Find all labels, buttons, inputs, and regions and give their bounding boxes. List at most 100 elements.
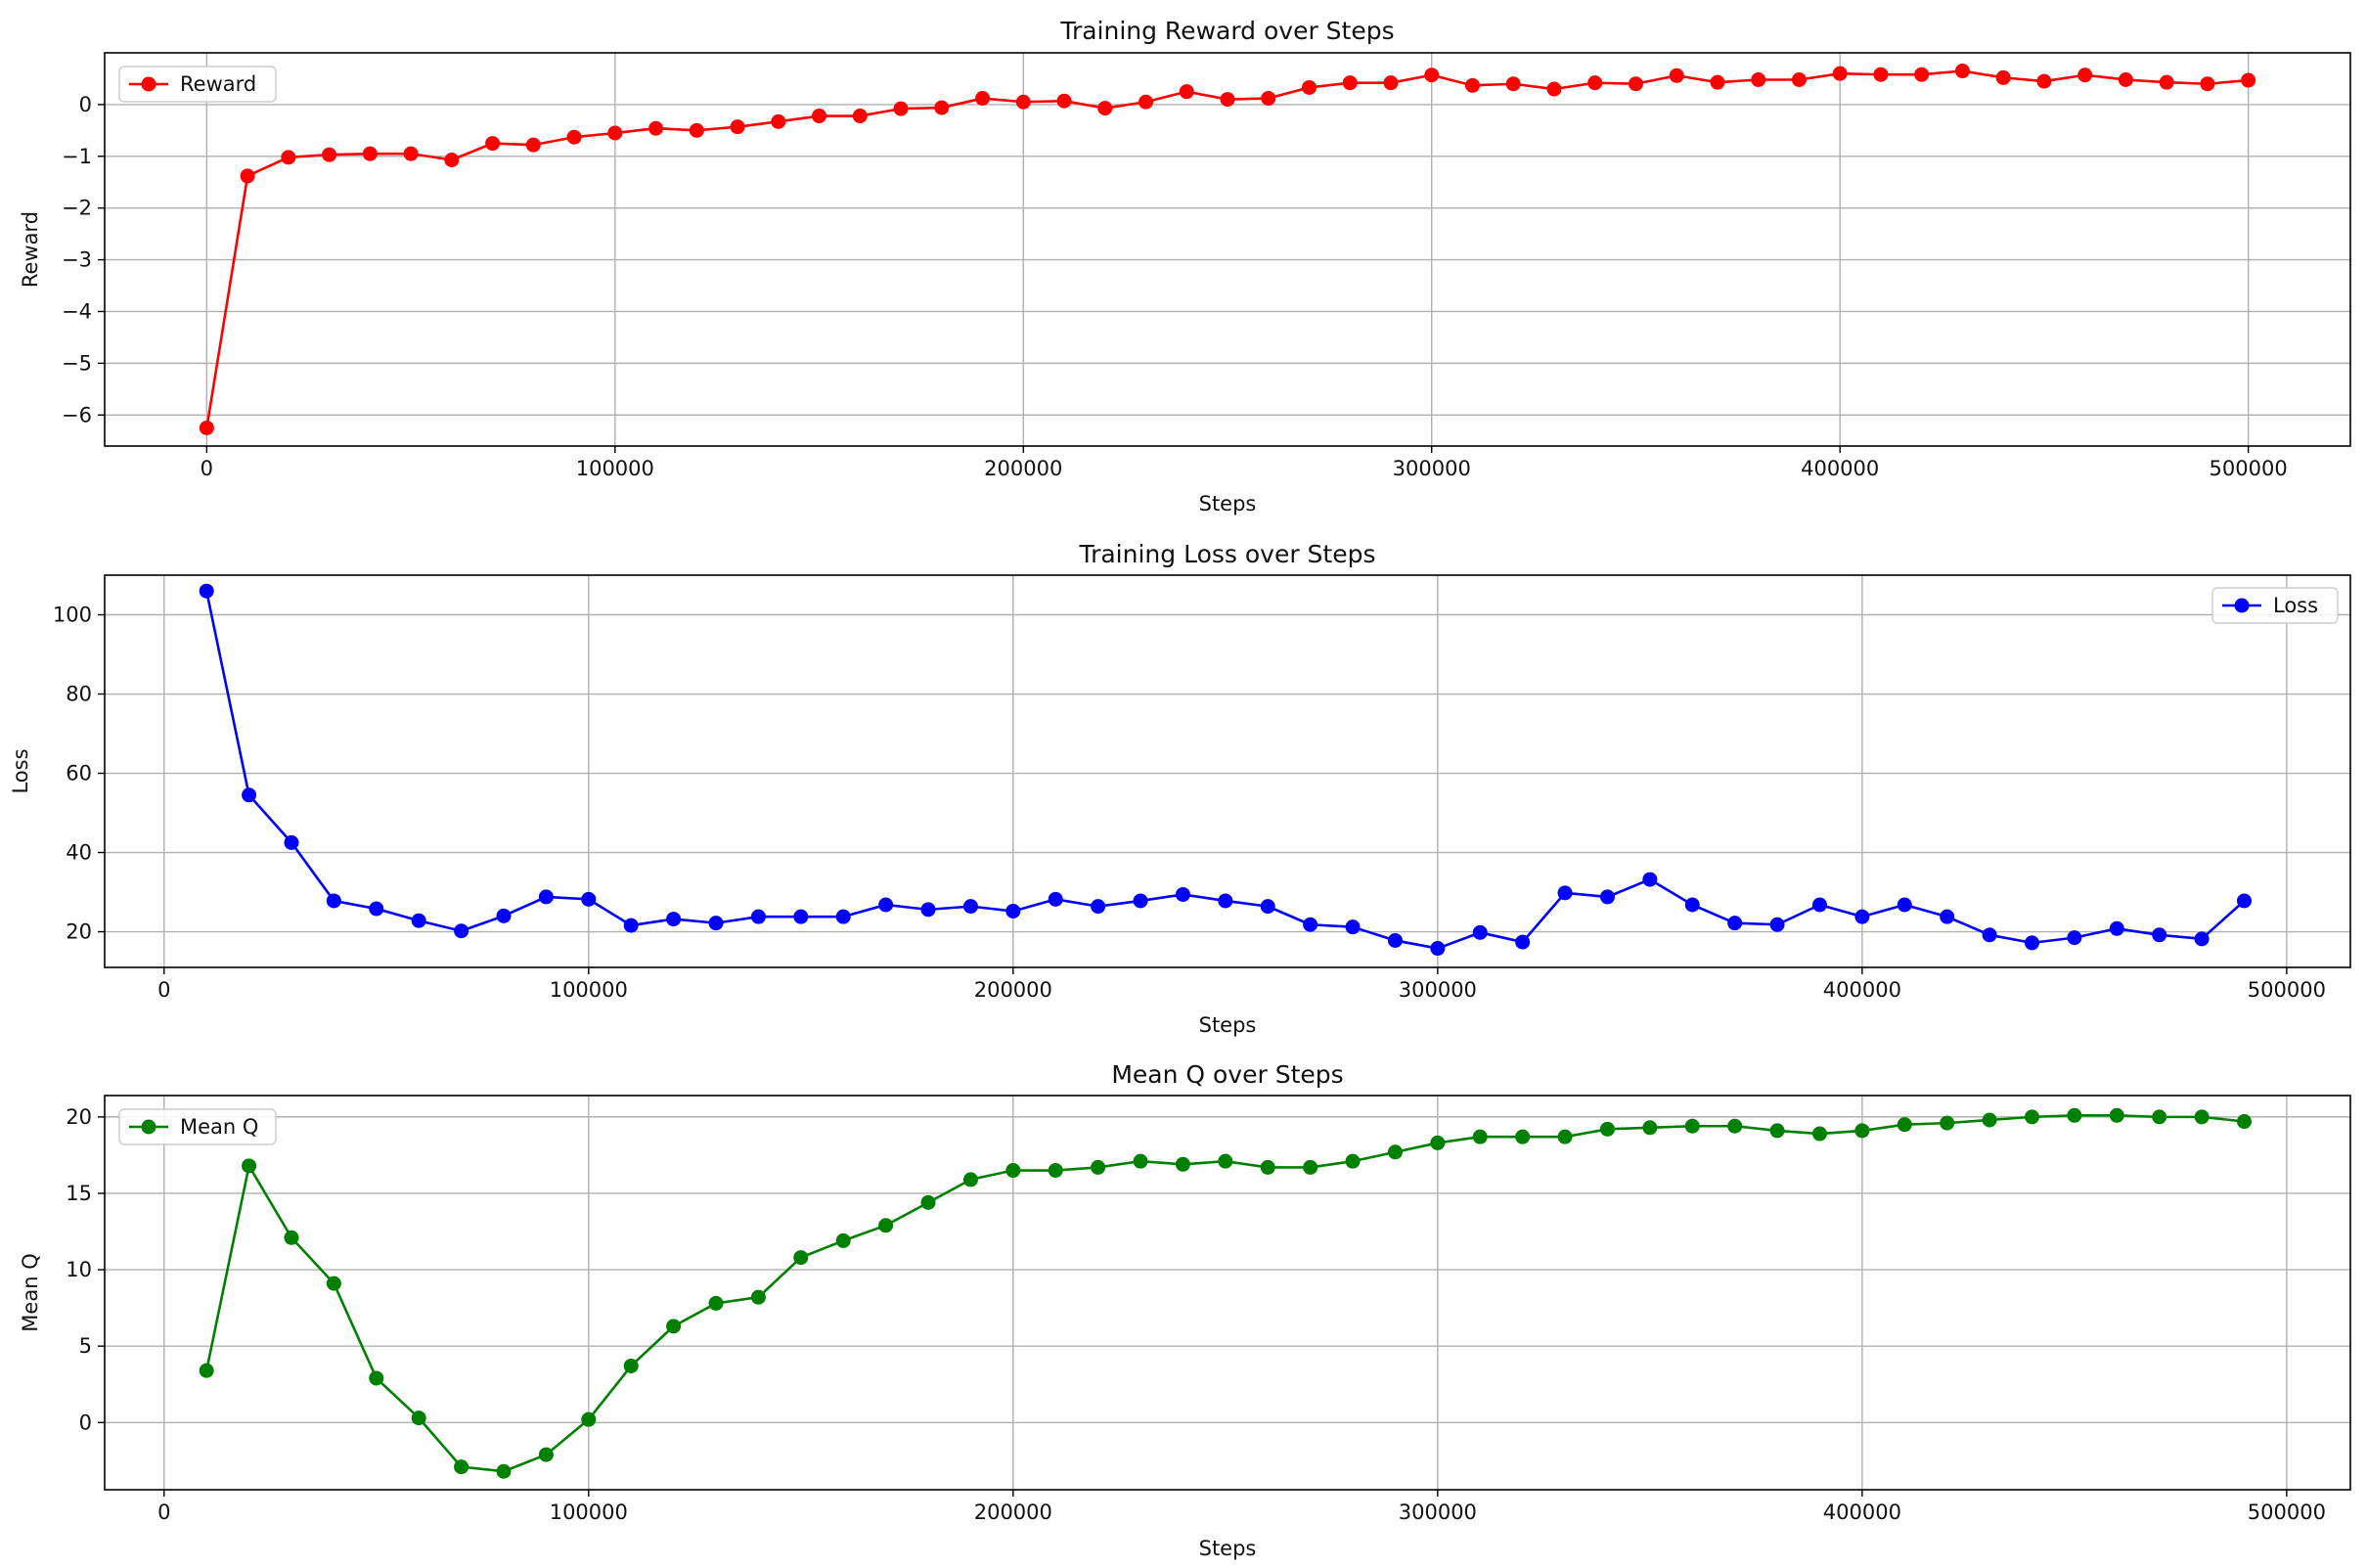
data-point bbox=[2109, 920, 2124, 936]
data-point bbox=[2241, 72, 2256, 88]
data-point bbox=[1751, 72, 1766, 88]
data-point bbox=[1982, 1112, 1997, 1128]
data-point bbox=[199, 420, 214, 435]
legend-label: Loss bbox=[2273, 594, 2318, 617]
data-point bbox=[1642, 1120, 1658, 1136]
data-point bbox=[1260, 1159, 1275, 1175]
data-point bbox=[1832, 66, 1848, 81]
data-point bbox=[730, 119, 745, 135]
y-tick-label: 60 bbox=[66, 762, 92, 785]
data-point bbox=[1383, 75, 1399, 91]
data-point bbox=[1897, 897, 1912, 913]
legend-label: Mean Q bbox=[180, 1115, 258, 1139]
data-point bbox=[1628, 76, 1643, 92]
data-point bbox=[2036, 73, 2052, 89]
data-point bbox=[284, 834, 299, 850]
x-axis-label: Steps bbox=[1199, 1013, 1257, 1037]
data-point bbox=[689, 122, 704, 138]
data-point bbox=[538, 889, 554, 905]
legend-marker bbox=[2234, 598, 2250, 613]
data-point bbox=[242, 787, 257, 803]
data-point bbox=[1015, 94, 1031, 110]
chart-3: 0 100000 200000 300000 400000 500000 0 5 10 15 20 M… bbox=[19, 1060, 2351, 1560]
x-tick-label: 400000 bbox=[1823, 1501, 1901, 1524]
data-point bbox=[2236, 893, 2252, 909]
data-point bbox=[2024, 1109, 2039, 1125]
data-point bbox=[750, 909, 766, 924]
data-point bbox=[1982, 927, 1997, 943]
y-tick-label: 0 bbox=[79, 1411, 92, 1434]
data-point bbox=[403, 146, 419, 161]
data-point bbox=[1179, 84, 1194, 100]
data-point bbox=[566, 129, 582, 145]
data-point bbox=[1642, 872, 1658, 887]
data-point bbox=[2118, 72, 2133, 88]
data-point bbox=[1133, 893, 1148, 909]
x-axis-label: Steps bbox=[1199, 492, 1257, 515]
x-tick-label: 300000 bbox=[1399, 978, 1477, 1002]
data-point bbox=[1854, 909, 1870, 924]
data-point bbox=[1218, 1153, 1233, 1169]
data-point bbox=[326, 1276, 341, 1291]
data-point bbox=[2024, 935, 2039, 951]
data-point bbox=[2067, 930, 2082, 946]
data-point bbox=[1546, 81, 1562, 97]
data-point bbox=[793, 909, 809, 924]
x-tick-label: 0 bbox=[157, 1501, 170, 1524]
y-tick-label: 15 bbox=[66, 1182, 92, 1205]
data-point bbox=[962, 1172, 978, 1187]
data-point bbox=[1048, 1163, 1063, 1179]
data-point bbox=[1139, 94, 1154, 110]
data-point bbox=[1056, 93, 1072, 109]
data-point bbox=[920, 902, 936, 918]
y-tick-label: −3 bbox=[62, 248, 92, 272]
data-point bbox=[496, 1463, 512, 1479]
data-point bbox=[934, 100, 950, 115]
data-point bbox=[1301, 79, 1317, 95]
data-point bbox=[1133, 1153, 1148, 1169]
data-point bbox=[199, 1363, 214, 1378]
legend-label: Reward bbox=[180, 72, 256, 96]
x-tick-label: 100000 bbox=[550, 978, 628, 1002]
data-point bbox=[708, 916, 724, 931]
data-point bbox=[369, 1370, 384, 1386]
data-point bbox=[496, 908, 512, 923]
data-point bbox=[708, 1295, 724, 1311]
plot-frame bbox=[104, 574, 2351, 968]
x-tick-label: 400000 bbox=[1801, 457, 1879, 480]
data-point bbox=[1303, 1159, 1318, 1175]
data-point bbox=[581, 1411, 597, 1427]
data-point bbox=[2067, 1107, 2082, 1123]
data-point bbox=[1220, 92, 1235, 108]
y-tick-label: 40 bbox=[66, 841, 92, 865]
data-point bbox=[878, 1218, 894, 1233]
x-tick-label: 500000 bbox=[2248, 978, 2326, 1002]
data-point bbox=[1175, 1156, 1190, 1172]
y-tick-label: −6 bbox=[62, 403, 92, 426]
data-point bbox=[1811, 1126, 1827, 1142]
data-point bbox=[1430, 1135, 1446, 1150]
y-axis-label: Loss bbox=[9, 748, 32, 793]
data-point bbox=[750, 1289, 766, 1305]
data-point bbox=[2077, 67, 2093, 83]
data-point bbox=[648, 120, 664, 136]
y-tick-label: −1 bbox=[62, 145, 92, 168]
data-point bbox=[1599, 1121, 1615, 1137]
data-point bbox=[1940, 1115, 1955, 1131]
x-tick-label: 100000 bbox=[550, 1501, 628, 1524]
data-point bbox=[878, 897, 894, 913]
data-point bbox=[1940, 909, 1955, 924]
legend-box bbox=[2211, 587, 2339, 624]
legend-marker bbox=[141, 1119, 156, 1135]
x-axis-label: Steps bbox=[1199, 1537, 1257, 1560]
data-point bbox=[1515, 1129, 1531, 1144]
data-point bbox=[1769, 917, 1785, 932]
legend: Reward bbox=[118, 66, 277, 103]
data-point bbox=[1811, 897, 1827, 913]
y-tick-label: 20 bbox=[66, 920, 92, 944]
data-point bbox=[1954, 64, 1970, 79]
chart-title: Training Loss over Steps bbox=[1078, 540, 1375, 568]
data-point bbox=[1995, 69, 2011, 85]
